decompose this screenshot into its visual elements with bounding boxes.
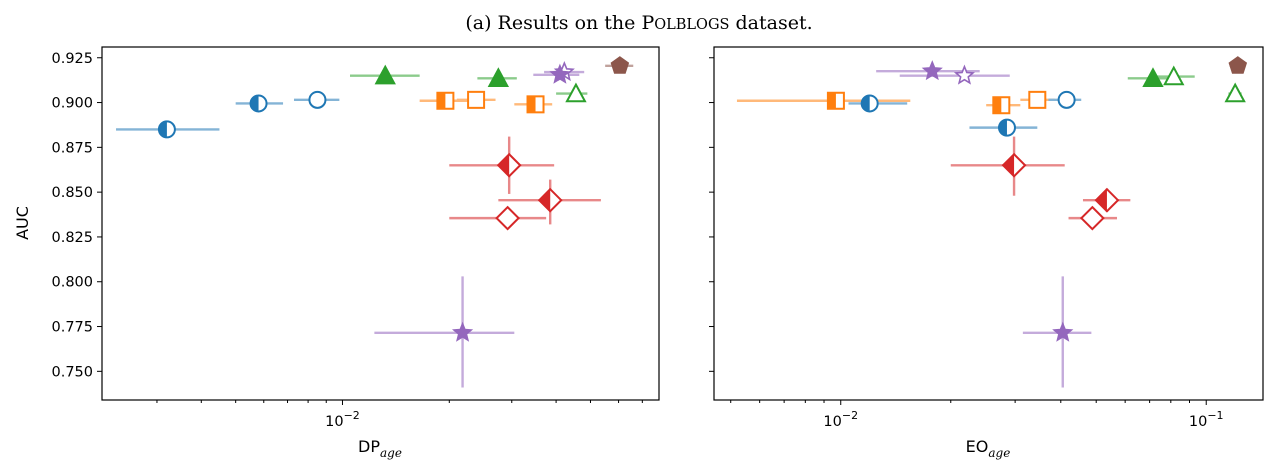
right-point-1 [860, 94, 879, 113]
right-point-15 [1052, 321, 1074, 342]
left-x-axis-label: DPage [358, 437, 402, 460]
left-errorbars [116, 64, 634, 388]
right-xlabel-main: EO [966, 437, 989, 456]
right-axes: 10−2 10−1 [709, 57, 1224, 430]
left-point-6 [436, 91, 455, 110]
left-point-14 [495, 205, 521, 231]
left-ytick-label-2: 0.800 [51, 275, 93, 291]
y-axis-label: AUC [13, 206, 32, 240]
right-point-13 [1094, 187, 1120, 213]
left-point-4 [487, 67, 510, 88]
right-point-3 [1028, 90, 1047, 109]
left-ytick-label-4: 0.850 [51, 185, 93, 201]
left-point-15 [451, 321, 474, 342]
caption-dataset-rest: OLBLOGS [654, 17, 729, 33]
left-ytick-label-5: 0.875 [51, 140, 93, 156]
left-ytick-label-7: 0.925 [51, 51, 93, 67]
left-point-13 [537, 187, 563, 213]
right-point-2 [992, 96, 1011, 115]
right-point-14 [1079, 205, 1105, 231]
right-errorbars [736, 64, 1246, 388]
left-point-3 [374, 64, 396, 85]
left-point-7 [467, 90, 486, 109]
left-markers [157, 56, 630, 342]
left-point-5 [565, 82, 587, 103]
left-axes: 0.750 0.775 0.800 0.825 0.850 0.875 0.900 0.925… [51, 51, 643, 430]
left-xlabel-subscript: age [380, 446, 402, 460]
right-point-6 [921, 60, 943, 81]
left-panel: 0.750 0.775 0.800 0.825 0.850 0.875 0.900 0.925… [13, 46, 660, 460]
right-point-4 [1057, 90, 1076, 109]
right-point-7 [953, 64, 976, 85]
left-xlabel-main: DP [358, 437, 380, 456]
right-xtick-label-1: 10−1 [1189, 409, 1224, 430]
right-point-8 [1142, 67, 1164, 88]
right-point-11 [1228, 56, 1248, 74]
left-plot-frame [101, 46, 660, 401]
left-ytick-label-3: 0.825 [51, 230, 93, 246]
left-point-12 [496, 152, 522, 178]
right-point-5 [997, 118, 1016, 137]
left-ytick-label-1: 0.775 [51, 320, 93, 336]
left-ytick-label-6: 0.900 [51, 96, 93, 112]
right-xtick-label-0: 10−2 [823, 409, 858, 430]
right-point-9 [1163, 65, 1185, 86]
right-markers [826, 56, 1248, 342]
left-point-0 [157, 120, 176, 139]
left-ytick-label-0: 0.750 [51, 364, 93, 380]
figure-caption: (a) Results on the POLBLOGS dataset. [465, 12, 812, 34]
right-panel: 10−2 10−1 EOage [709, 46, 1264, 460]
caption-dataset-first: P [641, 12, 654, 34]
left-point-2 [308, 90, 327, 109]
left-point-8 [526, 95, 545, 114]
right-x-axis-label: EOage [966, 437, 1011, 460]
left-xtick-label-0: 10−2 [325, 409, 360, 430]
right-point-12 [1001, 152, 1027, 178]
right-plot-frame [713, 46, 1264, 401]
right-point-0 [826, 91, 845, 110]
caption-suffix: dataset. [729, 12, 812, 34]
left-point-1 [249, 94, 268, 113]
right-xlabel-subscript: age [988, 446, 1010, 460]
right-point-10 [1224, 82, 1246, 103]
caption-prefix: (a) Results on the [465, 12, 641, 34]
left-point-10 [549, 63, 571, 84]
left-point-11 [610, 56, 630, 74]
